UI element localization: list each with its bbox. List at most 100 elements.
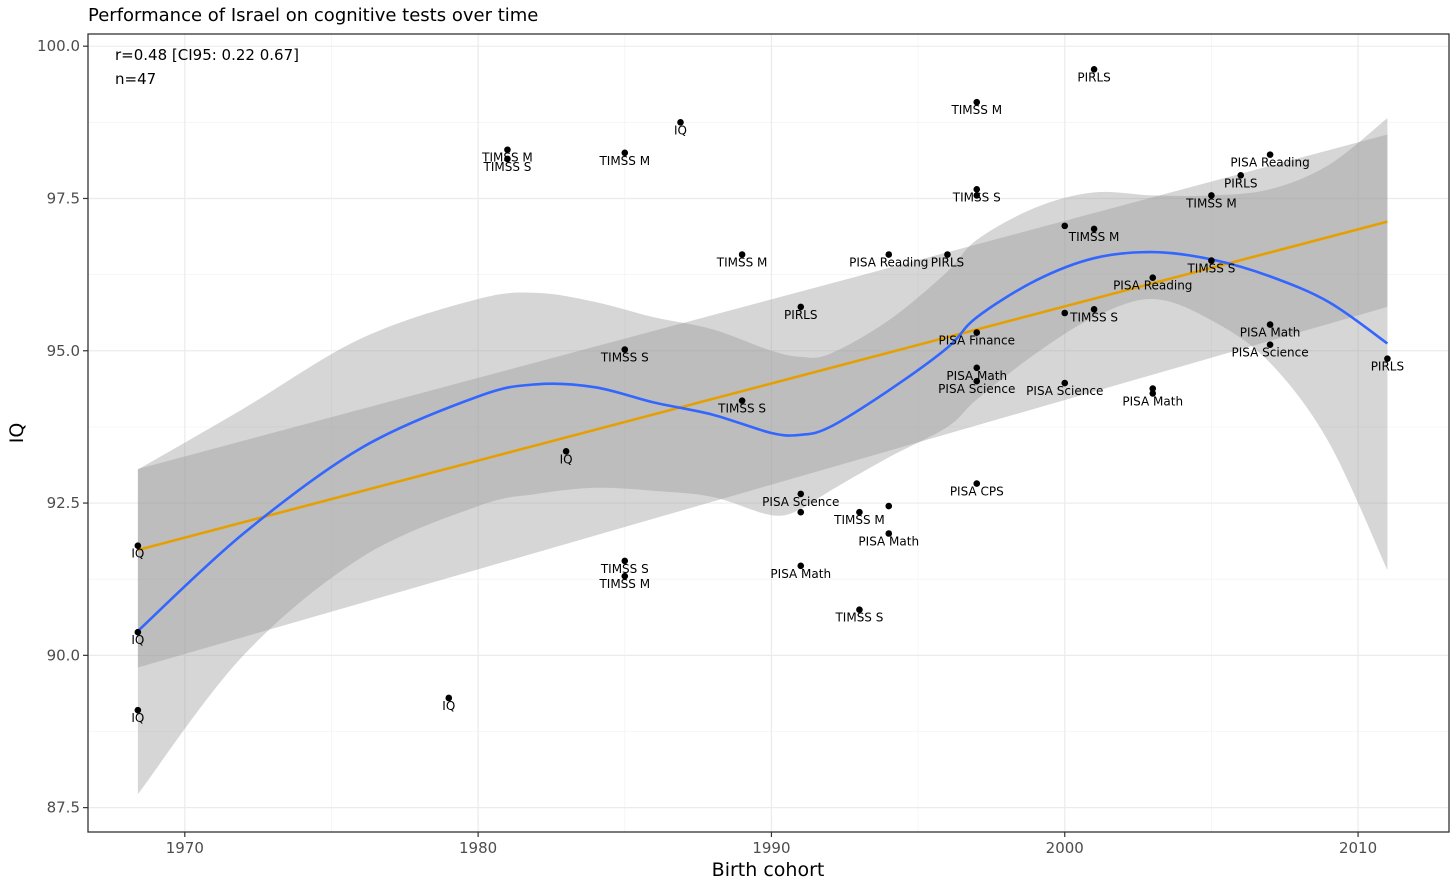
x-tick-label: 1990	[752, 839, 790, 857]
data-point-label: TIMSS M	[598, 154, 650, 168]
data-point	[973, 377, 981, 385]
data-point	[1149, 385, 1157, 392]
data-point	[885, 502, 893, 510]
data-point-label: TIMSS M	[950, 103, 1002, 117]
data-point-label: PISA Math	[1240, 326, 1301, 340]
data-point	[134, 628, 142, 636]
data-point-label: PISA Math	[858, 535, 919, 549]
data-point-label: PIRLS	[784, 308, 817, 322]
data-point-label: TIMSS S	[600, 562, 649, 576]
data-point-label: TIMSS M	[481, 151, 533, 165]
data-point	[797, 490, 805, 498]
y-tick-label: 97.5	[47, 189, 80, 207]
data-point-label: TIMSS M	[1185, 196, 1237, 210]
data-point-label: IQ	[131, 711, 144, 725]
data-point	[973, 364, 981, 372]
data-point-label: PISA Science	[1026, 384, 1103, 398]
data-point	[621, 149, 629, 157]
data-point	[1237, 172, 1245, 179]
x-axis-title: Birth cohort	[712, 859, 825, 881]
data-point-label: TIMSS M	[1068, 230, 1120, 244]
data-point	[1208, 257, 1215, 264]
data-point	[1090, 66, 1098, 73]
data-point	[797, 562, 805, 570]
fit-lines	[137, 220, 1389, 632]
data-point-label: TIMSS S	[600, 351, 649, 365]
data-point-label: TIMSS S	[834, 611, 883, 625]
data-point-label: PISA Reading	[1113, 279, 1192, 293]
data-point	[445, 694, 453, 702]
data-point-label: PIRLS	[931, 256, 964, 270]
y-tick-label: 100.0	[37, 37, 80, 55]
data-point	[504, 155, 511, 163]
data-point	[621, 346, 629, 353]
data-point	[973, 192, 981, 199]
data-point	[1208, 192, 1215, 199]
data-point-label: TIMSS S	[952, 190, 1001, 204]
data-point-label: IQ	[131, 547, 144, 561]
data-point-label: PISA CPS	[950, 485, 1004, 499]
data-point	[973, 329, 981, 336]
data-point	[797, 303, 805, 311]
data-point	[973, 98, 981, 106]
data-point	[973, 480, 981, 487]
data-point-label: PISA Science	[1231, 346, 1308, 360]
data-point	[1090, 306, 1098, 313]
data-point	[504, 146, 511, 154]
data-point	[1061, 222, 1069, 230]
annotation-n: n=47	[115, 70, 156, 88]
data-point-label: TIMSS S	[717, 402, 766, 416]
data-point-label: PISA Reading	[1230, 156, 1309, 170]
data-points	[134, 66, 1391, 714]
data-point	[738, 251, 746, 258]
data-point-label: PISA Math	[770, 567, 831, 581]
data-point-label: PISA Math	[946, 369, 1007, 383]
data-point	[973, 186, 981, 193]
data-point-label: TIMSS S	[1069, 310, 1118, 324]
data-point	[1061, 309, 1069, 317]
data-point	[134, 542, 142, 549]
data-point	[1149, 390, 1157, 397]
data-point-label: PIRLS	[1077, 70, 1110, 84]
y-tick-label: 90.0	[47, 646, 80, 664]
x-axis-ticks: 1970 1980 1990 2000 2010	[166, 832, 1377, 857]
data-point-label: TIMSS M	[598, 577, 650, 591]
data-point-label: PISA Finance	[938, 333, 1015, 347]
data-point-label: TIMSS S	[1186, 262, 1235, 276]
annotation-correlation: r=0.48 [CI95: 0.22 0.67]	[115, 46, 299, 64]
data-point	[1266, 151, 1274, 158]
data-point-label: IQ	[560, 452, 573, 466]
x-tick-label: 1980	[459, 839, 497, 857]
data-point	[1061, 379, 1069, 387]
data-point	[885, 530, 893, 537]
data-point-label: PIRLS	[1224, 176, 1257, 190]
y-axis-ticks: 87.5 90.0 92.5 95.0 97.5 100.0	[37, 37, 88, 817]
data-point-label: TIMSS M	[833, 513, 885, 527]
data-point	[1384, 355, 1391, 362]
data-point	[621, 572, 629, 580]
data-point	[1266, 321, 1274, 328]
data-point-label: IQ	[674, 123, 687, 137]
minor-gridlines	[88, 34, 1449, 832]
y-tick-label: 92.5	[47, 494, 80, 512]
y-axis-title: IQ	[6, 423, 28, 444]
data-point-label: IQ	[131, 633, 144, 647]
data-point	[856, 606, 863, 613]
data-point	[738, 397, 746, 405]
data-point-label: PISA Science	[938, 382, 1015, 396]
loess-confidence-band	[137, 118, 1388, 795]
data-point	[621, 557, 629, 565]
data-point-label: PISA Reading	[849, 256, 928, 270]
data-point	[1266, 341, 1274, 348]
y-tick-label: 87.5	[47, 799, 80, 817]
data-point-label: PISA Science	[762, 495, 839, 509]
x-tick-label: 2010	[1339, 839, 1377, 857]
x-tick-label: 1970	[166, 839, 204, 857]
data-point	[797, 508, 805, 516]
data-point	[944, 251, 951, 258]
data-point	[134, 706, 142, 714]
data-point-label: IQ	[442, 699, 455, 713]
data-point	[562, 447, 570, 455]
plot-border	[87, 33, 1450, 833]
